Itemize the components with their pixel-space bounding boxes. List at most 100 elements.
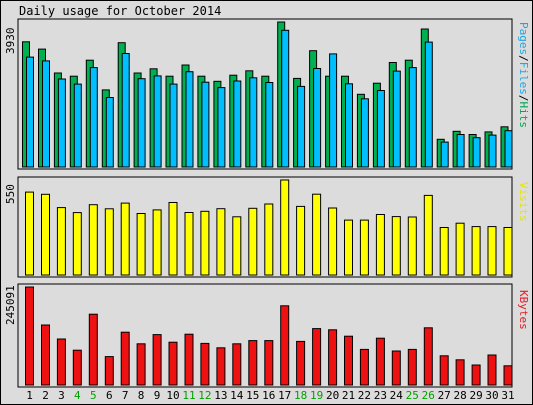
day-label: 18	[294, 389, 307, 402]
files-bar	[360, 98, 369, 168]
visits-bar	[471, 226, 481, 276]
visits-bar	[248, 207, 258, 276]
visits-bar	[455, 222, 465, 276]
day-label: 20	[326, 389, 339, 402]
day-label: 22	[358, 389, 371, 402]
day-label: 8	[138, 389, 145, 402]
visits-bar	[344, 219, 353, 276]
kbytes-bar	[312, 328, 322, 386]
day-label: 3	[58, 389, 65, 402]
visits-bar	[328, 207, 338, 276]
kbytes-bar	[503, 365, 513, 386]
kbytes-ymax-label: 245091	[4, 285, 17, 325]
day-label: 25	[406, 389, 419, 402]
kbytes-bar	[471, 364, 481, 386]
visits-bar	[200, 210, 210, 276]
day-label: 21	[342, 389, 355, 402]
visits-bar	[25, 191, 34, 276]
day-label: 7	[122, 389, 129, 402]
visits-bar	[104, 208, 114, 276]
files-bar	[345, 83, 353, 168]
visits-bar	[503, 227, 513, 276]
files-bar	[169, 83, 178, 168]
day-label: 30	[485, 389, 498, 402]
kbytes-bar	[104, 356, 114, 386]
files-bar	[424, 41, 433, 168]
kbytes-bar	[296, 340, 306, 386]
day-label: 4	[74, 389, 81, 402]
hits-ymax-label: 3930	[4, 28, 17, 55]
files-bar	[57, 78, 66, 168]
files-bar	[185, 71, 194, 168]
files-bar	[281, 29, 290, 168]
visits-bar	[56, 207, 66, 276]
day-label: 24	[390, 389, 404, 402]
files-bar	[217, 87, 226, 168]
day-label: 27	[438, 389, 451, 402]
files-bar	[233, 80, 242, 168]
files-bar	[472, 137, 481, 168]
visits-bar	[168, 202, 178, 276]
kbytes-bar	[25, 286, 34, 386]
files-bar	[504, 130, 513, 168]
day-label: 28	[453, 389, 466, 402]
visits-bar	[391, 216, 401, 276]
files-bar	[408, 67, 417, 168]
kbytes-bar	[88, 313, 98, 386]
legend-hits: Hits	[517, 102, 530, 129]
kbytes-bar	[120, 331, 130, 386]
files-bar	[456, 134, 465, 168]
visits-bar	[136, 213, 146, 276]
legend-files: Files	[517, 62, 530, 95]
hits-legend: Pages/Files/Hits	[517, 22, 530, 128]
day-label: 17	[278, 389, 291, 402]
kbytes-bar	[391, 350, 401, 386]
day-label: 5	[90, 389, 97, 402]
visits-bar	[359, 219, 369, 276]
visits-bar	[88, 204, 98, 276]
visits-legend: Visits	[517, 182, 530, 222]
visits-bar	[375, 214, 385, 276]
visits-bar	[312, 193, 322, 276]
day-label: 10	[166, 389, 179, 402]
visits-bar	[184, 212, 194, 276]
visits-ymax-label: 550	[4, 184, 17, 204]
legend-pages: Pages	[517, 22, 530, 55]
kbytes-bar	[136, 343, 146, 386]
day-label: 6	[106, 389, 113, 402]
visits-bar	[407, 216, 417, 276]
day-label: 1	[26, 389, 33, 402]
kbytes-bar	[487, 354, 497, 386]
kbytes-bar	[248, 340, 258, 386]
visits-bar	[296, 205, 306, 276]
visits-bar	[152, 209, 162, 276]
kbytes-bar	[200, 342, 210, 386]
files-bar	[89, 67, 98, 168]
files-bar	[73, 83, 82, 168]
kbytes-bar	[72, 349, 82, 386]
kbytes-bar	[359, 348, 369, 386]
kbytes-bar	[280, 305, 290, 386]
visits-bar	[216, 208, 226, 276]
day-label: 19	[310, 389, 323, 402]
files-bar	[249, 77, 258, 168]
day-label: 11	[182, 389, 195, 402]
visits-bar	[280, 179, 290, 276]
kbytes-bar	[56, 338, 66, 386]
legend-sep-2: /	[517, 95, 530, 102]
visits-bar	[264, 203, 274, 276]
files-bar	[297, 85, 306, 168]
visits-bars	[25, 179, 513, 276]
kbytes-bar	[344, 335, 353, 386]
visits-bar	[487, 226, 497, 276]
day-label: 15	[246, 389, 259, 402]
files-bar	[42, 60, 50, 168]
kbytes-bar	[152, 334, 162, 386]
files-bar	[392, 70, 401, 168]
kbytes-bar	[184, 333, 194, 386]
files-bar	[329, 53, 338, 168]
day-label: 16	[262, 389, 275, 402]
chart-title: Daily usage for October 2014	[19, 4, 221, 18]
